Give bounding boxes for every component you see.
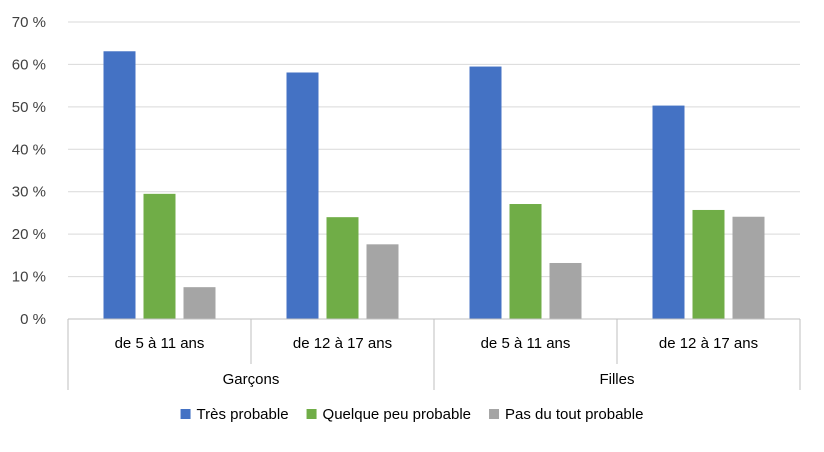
y-tick-label: 60 % <box>12 56 46 73</box>
legend-label: Pas du tout probable <box>505 406 643 423</box>
y-tick-label: 20 % <box>12 226 46 243</box>
gridlines <box>68 21 800 320</box>
bar <box>143 193 176 319</box>
group-label: Garçons <box>223 371 280 388</box>
y-tick-label: 0 % <box>20 311 46 328</box>
y-axis-ticks: 0 % 10 % 20 % 30 % 40 % 50 % 60 % 70 % <box>12 14 46 328</box>
legend: Très probable Quelque peu probable Pas du … <box>180 406 643 423</box>
bar <box>692 209 725 319</box>
bar <box>286 72 319 320</box>
bar <box>103 51 136 319</box>
bar <box>326 217 359 319</box>
legend-label: Quelque peu probable <box>323 406 471 423</box>
y-tick-label: 30 % <box>12 184 46 201</box>
y-tick-label: 10 % <box>12 269 46 286</box>
bar <box>183 287 216 319</box>
category-label: de 5 à 11 ans <box>481 335 571 352</box>
y-tick-label: 50 % <box>12 99 46 116</box>
bars <box>103 51 765 320</box>
legend-swatch <box>180 409 191 419</box>
bar <box>549 262 582 319</box>
y-tick-label: 40 % <box>12 141 46 158</box>
bar <box>509 204 542 319</box>
category-label: de 12 à 17 ans <box>659 335 758 352</box>
legend-label: Très probable <box>197 406 289 423</box>
category-label: de 12 à 17 ans <box>293 335 392 352</box>
bar <box>469 66 502 319</box>
bar <box>652 105 685 319</box>
legend-swatch <box>306 409 317 419</box>
legend-swatch <box>489 409 500 419</box>
bar <box>732 216 765 319</box>
x-axis: de 5 à 11 ans de 12 à 17 ans de 5 à 11 ans… <box>67 318 801 390</box>
bar <box>366 244 399 319</box>
group-label: Filles <box>599 371 634 388</box>
y-tick-label: 70 % <box>12 14 46 31</box>
category-label: de 5 à 11 ans <box>115 335 205 352</box>
